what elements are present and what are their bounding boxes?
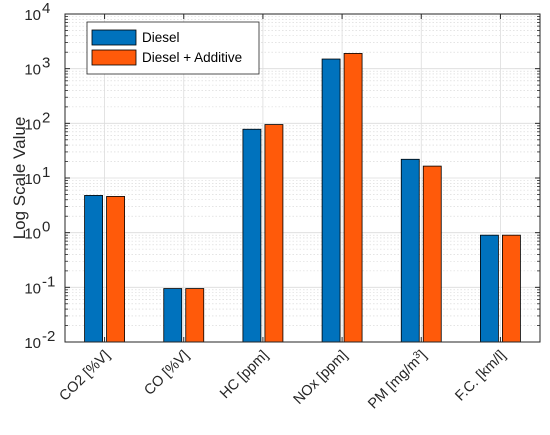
y-tick-label-exponent: -2 — [42, 328, 55, 345]
y-axis-label: Log Scale Value — [10, 117, 29, 240]
bar-diesel-4 — [400, 158, 420, 343]
y-tick-label: 10 — [24, 335, 41, 352]
bar-diesel-additive-3 — [343, 53, 363, 343]
y-tick-label-exponent: 3 — [42, 55, 50, 72]
bar-diesel-2 — [242, 128, 262, 343]
bar-diesel-additive-0 — [106, 196, 125, 343]
legend-label: Diesel — [142, 30, 180, 45]
y-tick-label: 10 — [24, 62, 41, 79]
bar-diesel-additive-5 — [502, 234, 521, 343]
bar-diesel-5 — [480, 234, 499, 343]
y-tick-label-exponent: -1 — [42, 273, 55, 290]
y-tick-label-exponent: 1 — [42, 164, 50, 181]
y-tick-label: 10 — [24, 280, 41, 297]
y-tick-label-exponent: 4 — [42, 0, 50, 17]
bar-diesel-additive-4 — [422, 165, 442, 343]
bar-diesel-additive-1 — [185, 288, 205, 343]
legend-swatch — [91, 49, 137, 66]
bar-diesel-1 — [163, 288, 183, 343]
bar-diesel-additive-2 — [264, 124, 284, 343]
bar-diesel-3 — [321, 58, 341, 343]
legend-label: Diesel + Additive — [142, 50, 242, 65]
y-tick-label: 10 — [24, 171, 41, 188]
legend: Diesel Diesel + Additive — [86, 21, 260, 75]
y-tick-label: 10 — [24, 226, 41, 243]
y-tick-label: 10 — [24, 116, 41, 133]
legend-swatch — [91, 29, 137, 46]
bar-diesel-0 — [84, 195, 103, 343]
y-tick-label-exponent: 2 — [42, 109, 50, 126]
y-tick-label-exponent: 0 — [42, 219, 50, 236]
y-tick-label: 10 — [24, 7, 41, 24]
